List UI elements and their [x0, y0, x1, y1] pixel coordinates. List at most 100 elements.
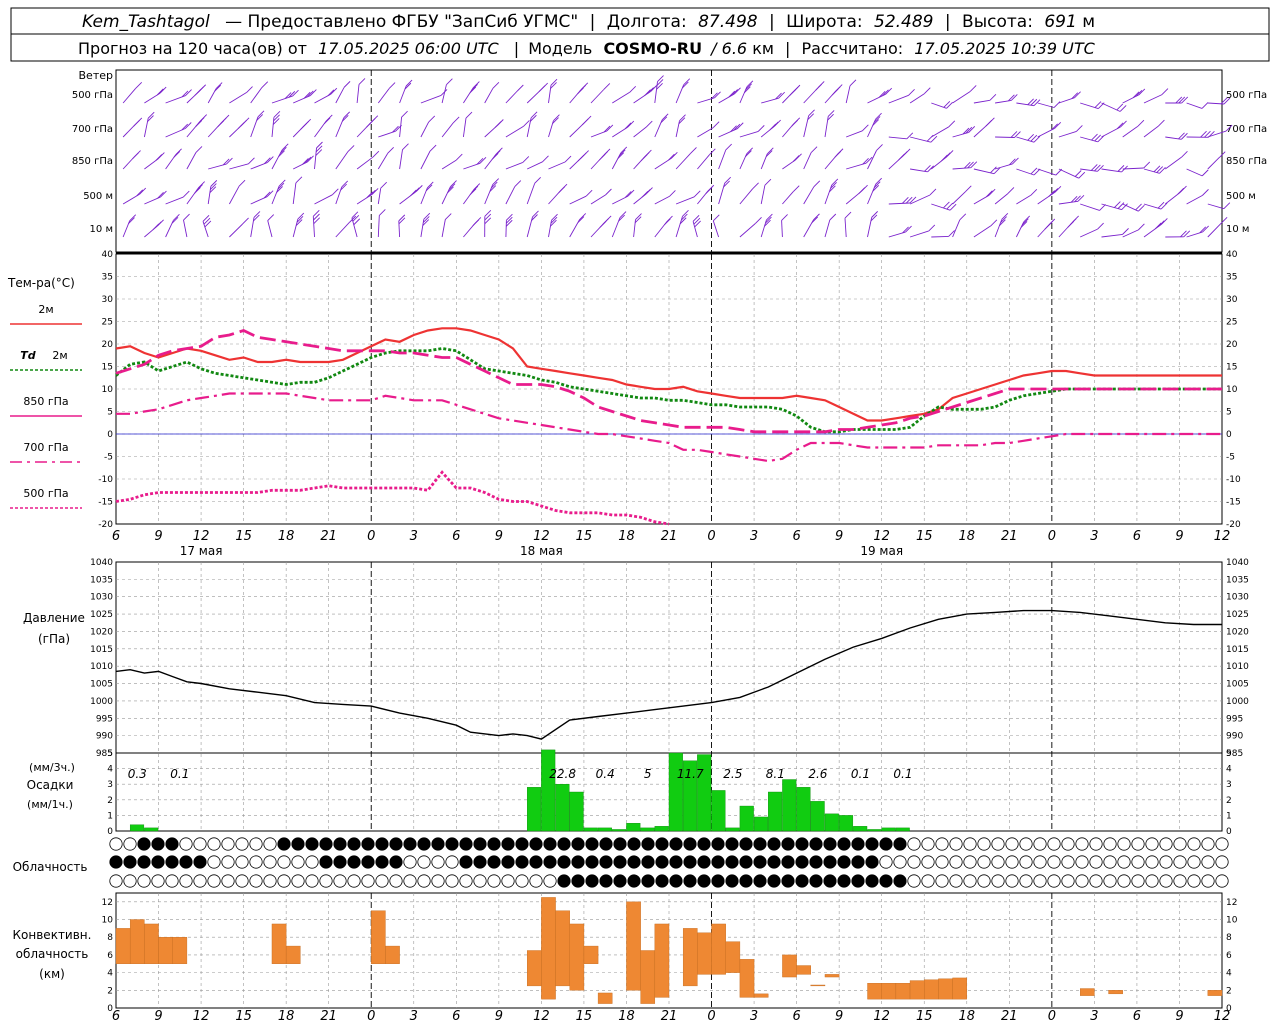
cloud-cover-circle — [767, 855, 781, 869]
wind-barb-feather — [875, 177, 882, 185]
wind-barb-feather — [959, 213, 967, 221]
wind-barb-feather — [617, 152, 625, 160]
hour-label: 0 — [1048, 1009, 1056, 1024]
hour-label: 15 — [576, 1009, 593, 1024]
wind-barb-feather — [155, 154, 163, 161]
wind-barb-feather — [745, 150, 752, 157]
wind-barb-feather — [139, 187, 147, 195]
cloud-cover-circle — [1019, 874, 1033, 888]
model-label: Модель — [528, 39, 592, 58]
wind-barb-feather — [872, 184, 880, 192]
cloud-cover-circle — [1131, 874, 1145, 888]
conv-ytick-left: 6 — [107, 951, 113, 961]
hour-label: 21 — [320, 1009, 337, 1024]
wind-barb-feather — [273, 114, 280, 122]
cloud-cover-circle — [501, 874, 515, 888]
conv-bar — [285, 945, 301, 964]
wind-barb — [1207, 130, 1227, 138]
wind-barb-feather — [862, 157, 869, 165]
wind-barb-feather — [1117, 165, 1125, 172]
cloud-cover-circle — [655, 837, 669, 851]
conv-bar — [555, 910, 570, 987]
cloud-cover-circle — [935, 874, 949, 888]
conv-bar — [909, 980, 925, 1000]
cloud-cover-circle — [809, 855, 823, 869]
wind-barb-feather — [924, 164, 931, 172]
cloud-cover-circle — [1187, 855, 1201, 869]
hour-label: 9 — [495, 529, 503, 544]
wind-barb-feather — [745, 83, 752, 91]
temp-ytick-right: 30 — [1226, 295, 1238, 305]
cloud-cover-circle — [543, 874, 557, 888]
wind-barb-feather — [680, 213, 688, 221]
wind-barb-feather — [302, 158, 309, 165]
wind-barb-feather — [908, 89, 915, 96]
wind-barb-feather — [550, 78, 558, 86]
wind-barb-feather — [690, 147, 697, 154]
wind-barb-feather — [325, 114, 333, 122]
station-name: Kem_Tashtagol — [82, 12, 210, 32]
wind-barb — [803, 186, 815, 205]
cloud-cover-circle — [417, 855, 431, 869]
wind-level-left: 700 гПа — [72, 124, 113, 135]
wind-barb — [1101, 233, 1123, 238]
hour-label: 3 — [410, 529, 418, 544]
cloud-cover-circle — [165, 855, 179, 869]
conv-ytick-right: 4 — [1226, 969, 1232, 979]
wind-barb-feather — [553, 114, 560, 121]
wind-barb-feather — [1116, 122, 1124, 130]
cloud-cover-circle — [473, 874, 487, 888]
temp-ytick-left: 10 — [102, 385, 114, 395]
wind-barb — [781, 220, 783, 238]
wind-barb-feather — [416, 185, 423, 192]
conv-ytick-right: 6 — [1226, 951, 1232, 961]
hour-label: 15 — [235, 529, 252, 544]
cloud-cover-circle — [529, 855, 543, 869]
conv-bar — [952, 977, 967, 1000]
cloud-cover-circle — [683, 837, 697, 851]
wind-barb-feather — [1094, 101, 1102, 108]
cloud-cover-circle — [375, 874, 389, 888]
cloud-cover-circle — [907, 855, 921, 869]
precip-bar — [881, 827, 896, 832]
cloud-cover-circle — [1145, 837, 1159, 851]
wind-barb-feather — [810, 146, 818, 153]
wind-barb-feather — [1074, 91, 1081, 99]
wind-barb-feather — [1178, 132, 1185, 140]
cloud-title: Облачность — [13, 860, 88, 874]
wind-barb-feather — [1010, 94, 1018, 101]
cloud-cover-circle — [1215, 874, 1229, 888]
cloud-cover-circle — [753, 837, 767, 851]
wind-barb-feather — [472, 219, 480, 227]
temp-series-3 — [116, 392, 1222, 463]
cloud-cover-circle — [543, 837, 557, 851]
precip-ytick-left: 4 — [107, 765, 113, 775]
legend-label: 700 гПа — [23, 441, 68, 454]
wind-barb — [1016, 168, 1035, 176]
cloud-cover-circle — [1005, 837, 1019, 851]
pres-ytick-right: 1035 — [1226, 575, 1249, 585]
precip-ytick-left: 2 — [107, 796, 113, 806]
precip-bar — [555, 784, 570, 832]
cloud-cover-circle — [893, 837, 907, 851]
wind-barb — [505, 186, 516, 205]
cloud-cover-circle — [137, 874, 151, 888]
wind-barb-feather — [1051, 123, 1058, 131]
wind-barb-feather — [506, 213, 513, 221]
wind-barb-feather — [440, 89, 448, 96]
conv-bar — [924, 979, 939, 1000]
wind-barb-feather — [1137, 119, 1145, 127]
wind-barb-feather — [184, 122, 192, 129]
wind-barb-feather — [1156, 166, 1164, 173]
wind-barb-feather — [409, 189, 417, 197]
wind-barb-feather — [266, 190, 274, 197]
temp-ytick-left: 5 — [107, 408, 113, 418]
cloud-cover-circle — [179, 855, 193, 869]
cloud-cover-circle — [1145, 855, 1159, 869]
cloud-cover-circle — [837, 874, 851, 888]
conv-bar — [654, 923, 670, 998]
cloud-cover-circle — [361, 855, 375, 869]
wind-barb — [1080, 136, 1098, 143]
hour-label: 12 — [873, 529, 890, 544]
wind-barb — [484, 88, 494, 104]
